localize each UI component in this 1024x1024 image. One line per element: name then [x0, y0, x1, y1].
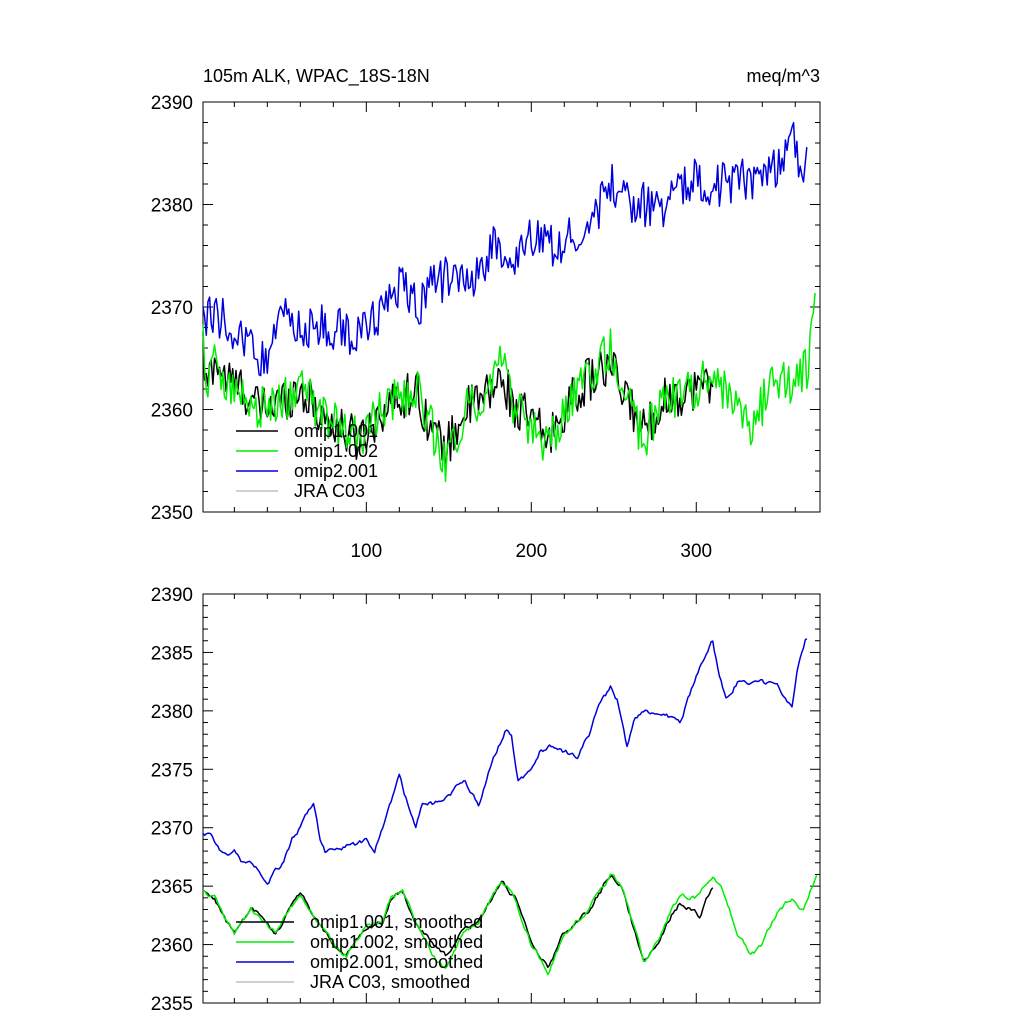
y-tick-label: 2390 — [151, 93, 193, 114]
y-tick-label: 2380 — [151, 196, 193, 217]
x-tick-label: 300 — [680, 541, 712, 562]
y-tick-label: 2350 — [151, 503, 193, 524]
series-line-omip1-002-smoothed — [202, 873, 818, 976]
legend-label: omip1.001 — [294, 421, 378, 441]
figure-title: 105m ALK, WPAC_18S-18N — [203, 66, 430, 87]
legend-label: omip2.001 — [294, 461, 378, 481]
y-tick-label: 2355 — [151, 994, 193, 1015]
series-line-omip1-001 — [202, 331, 714, 474]
y-tick-label: 2390 — [151, 585, 193, 606]
series-line-omip2-001 — [202, 121, 808, 377]
y-tick-label: 2385 — [151, 643, 193, 664]
series-line-omip2-001-smoothed — [202, 638, 808, 885]
legend-label: JRA C03 — [294, 481, 365, 501]
y-tick-label: 2370 — [151, 298, 193, 319]
legend-label: JRA C03, smoothed — [310, 972, 470, 992]
x-tick-label: 200 — [515, 541, 547, 562]
y-tick-label: 2375 — [151, 760, 193, 781]
legend-label: omip1.002, smoothed — [310, 932, 483, 952]
legend-label: omip1.002 — [294, 441, 378, 461]
y-tick-label: 2360 — [151, 936, 193, 957]
legend-label: omip2.001, smoothed — [310, 952, 483, 972]
figure-units: meq/m^3 — [747, 66, 820, 86]
y-tick-label: 2370 — [151, 819, 193, 840]
panel-bottom: 2355 2360 2365 2370 2375 2380 2385 2390 omip1.00… — [151, 585, 821, 1015]
x-tick-label: 100 — [350, 541, 382, 562]
y-tick-label: 2360 — [151, 401, 193, 422]
plot-frame — [202, 593, 821, 1004]
y-tick-label: 2365 — [151, 877, 193, 898]
series-line-omip1-002 — [202, 292, 816, 483]
series-line-omip1-001-smoothed — [202, 874, 714, 969]
y-tick-label: 2380 — [151, 702, 193, 723]
legend-label: omip1.001, smoothed — [310, 912, 483, 932]
